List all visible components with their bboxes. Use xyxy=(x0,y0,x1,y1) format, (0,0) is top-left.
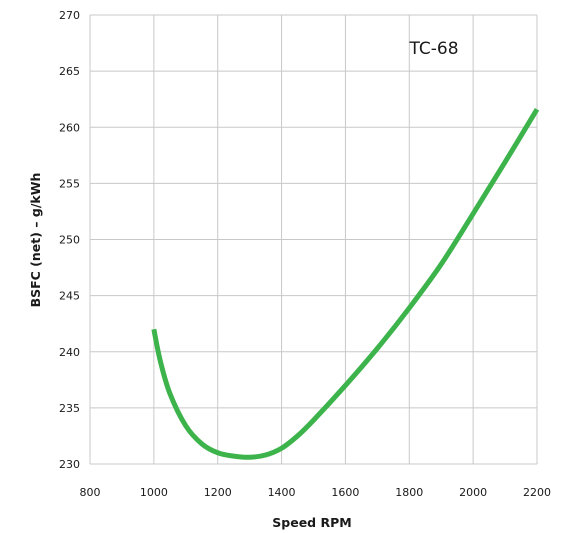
x-tick-label-2000: 2000 xyxy=(459,486,487,499)
y-tick-label-255: 255 xyxy=(59,177,80,190)
x-tick-label-1400: 1400 xyxy=(268,486,296,499)
grid xyxy=(89,14,538,465)
x-tick-label-2200: 2200 xyxy=(523,486,551,499)
series-line-0 xyxy=(151,107,540,460)
x-axis-title: Speed RPM xyxy=(272,515,351,530)
y-tick-label-270: 270 xyxy=(59,9,80,22)
x-tick-label-1800: 1800 xyxy=(395,486,423,499)
x-tick-label-1000: 1000 xyxy=(140,486,168,499)
y-tick-labels: 230 235 240 245 250 255 260 265 270 xyxy=(59,9,80,471)
y-tick-label-230: 230 xyxy=(59,458,80,471)
y-tick-label-265: 265 xyxy=(59,65,80,78)
x-tick-label-1200: 1200 xyxy=(204,486,232,499)
x-tick-label-1600: 1600 xyxy=(331,486,359,499)
y-axis-title: BSFC (net) – g/kWh xyxy=(28,173,43,308)
y-tick-label-240: 240 xyxy=(59,346,80,359)
series-layer xyxy=(151,107,540,460)
x-tick-labels: 800 1000 1200 1400 1600 1800 2000 2200 xyxy=(80,486,552,499)
series-annotation: TC-68 xyxy=(408,39,458,59)
y-tick-label-250: 250 xyxy=(59,234,80,247)
x-tick-label-800: 800 xyxy=(80,486,101,499)
y-tick-label-260: 260 xyxy=(59,121,80,134)
y-tick-label-245: 245 xyxy=(59,290,80,303)
y-tick-label-235: 235 xyxy=(59,402,80,415)
